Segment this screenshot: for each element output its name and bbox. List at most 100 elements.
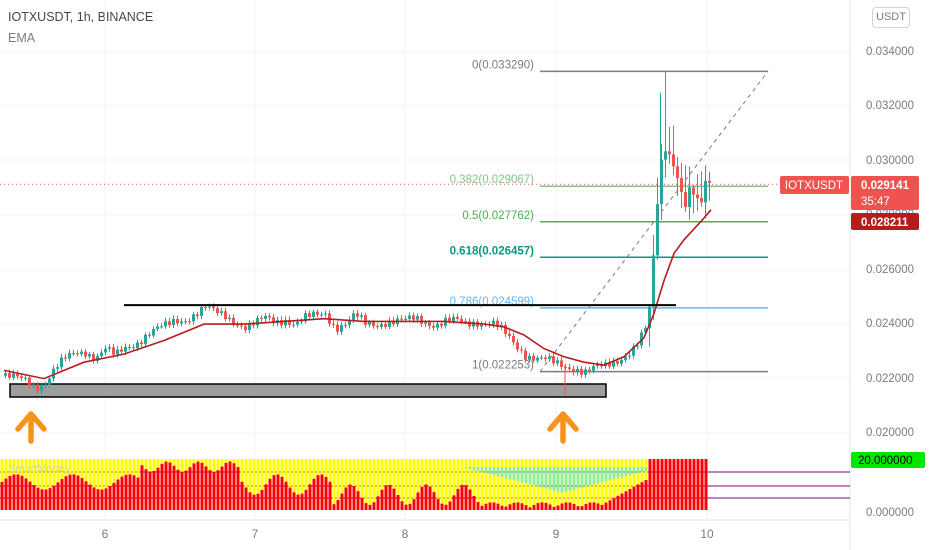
osc-bar-bg	[356, 459, 360, 510]
candle-body	[304, 313, 307, 322]
osc-bar-bg	[608, 459, 612, 510]
osc-bar-red	[620, 493, 624, 510]
osc-bar-bg	[400, 459, 404, 510]
candle-body	[320, 314, 323, 316]
candle-body	[400, 318, 403, 320]
osc-bar-red	[700, 459, 704, 510]
candle-body	[204, 306, 207, 308]
osc-bar-red	[188, 467, 192, 510]
osc-bar-bg	[248, 459, 252, 510]
osc-bar-bg	[448, 459, 452, 510]
candle-body	[628, 355, 631, 357]
osc-bar-bg	[364, 459, 368, 510]
osc-bar-green	[600, 467, 604, 483]
currency-button[interactable]: USDT	[872, 7, 910, 28]
candle-body	[56, 367, 59, 369]
candle-body	[152, 328, 155, 336]
osc-bar-bg	[44, 459, 48, 510]
candle-body	[312, 311, 315, 317]
osc-bar-bg	[52, 459, 56, 510]
candle-body	[84, 351, 87, 357]
osc-bar-green	[612, 467, 616, 480]
osc-bar-red	[336, 500, 340, 510]
osc-bar-green	[572, 467, 576, 490]
osc-bar-red	[424, 484, 428, 510]
candle-body	[176, 319, 179, 324]
osc-bar-green	[548, 467, 552, 490]
candle-body	[168, 321, 171, 326]
osc-bar-bg	[592, 459, 596, 510]
osc-bar-green	[644, 467, 648, 472]
osc-bar-bg	[32, 459, 36, 510]
candle-body	[292, 324, 295, 326]
candle-body	[324, 313, 327, 315]
osc-bar-red	[392, 488, 396, 510]
ema-value: 0.028211	[861, 217, 909, 229]
osc-bar-green	[596, 467, 600, 484]
osc-bar-red	[508, 504, 512, 510]
candle-body	[220, 311, 223, 314]
osc-bar-red	[0, 481, 4, 510]
osc-bar-red	[244, 487, 248, 510]
candle-body	[236, 324, 239, 326]
candle-body	[244, 326, 247, 331]
indicator-label[interactable]: EMA	[8, 31, 36, 45]
price-axis[interactable]: 0.0340000.0320000.0300000.0280000.026000…	[866, 46, 914, 519]
candle-body	[440, 323, 443, 326]
candle-body	[524, 350, 527, 360]
osc-bar-red	[560, 503, 564, 510]
candle-body	[208, 306, 211, 308]
candle-body	[336, 324, 339, 332]
osc-bar-bg	[464, 459, 468, 510]
osc-bar-bg	[336, 459, 340, 510]
osc-bar-green	[508, 467, 512, 480]
support-zone-rect	[9, 383, 607, 398]
osc-bar-red	[580, 506, 584, 510]
osc-bar-red	[468, 489, 472, 510]
osc-bar-bg	[332, 459, 336, 510]
candle-body	[332, 323, 335, 325]
osc-bar-green	[496, 467, 500, 477]
osc-bar-bg	[404, 459, 408, 510]
time-tick-label: 6	[102, 527, 109, 541]
candle-body	[316, 311, 319, 315]
osc-bar-bg	[520, 459, 524, 510]
candle-body	[88, 354, 91, 357]
candle-body	[508, 333, 511, 336]
osc-bar-green	[560, 467, 564, 493]
osc-bar-red	[144, 469, 148, 510]
osc-bar-red	[616, 495, 620, 510]
osc-bar-red	[476, 501, 480, 510]
osc-bar-red	[196, 461, 200, 510]
osc-bar-red	[260, 489, 264, 510]
price-tick-label: 0.000000	[866, 507, 914, 519]
candle-body	[196, 314, 199, 316]
osc-bar-red	[104, 488, 108, 510]
osc-bar-bg	[388, 459, 392, 510]
candle-body	[648, 306, 651, 329]
osc-bar-red	[132, 475, 136, 510]
osc-bar-red	[4, 478, 8, 510]
candle-body	[100, 352, 103, 357]
candle-body	[636, 345, 639, 347]
candle-body	[32, 384, 35, 386]
osc-bar-red	[592, 502, 596, 510]
candle-body	[120, 349, 123, 352]
time-axis[interactable]: 6 7 8 9 10	[102, 527, 714, 541]
osc-bar-red	[528, 507, 532, 510]
candle-body	[404, 318, 407, 320]
osc-bar-red	[364, 503, 368, 510]
osc-bar-red	[268, 478, 272, 510]
candle-body	[296, 321, 299, 325]
osc-bar-red	[208, 470, 212, 510]
candle-body	[40, 385, 43, 391]
candle-body	[388, 320, 391, 327]
candle-body	[668, 151, 671, 155]
osc-bar-red	[340, 493, 344, 510]
candle-body	[616, 361, 619, 364]
osc-bar-red	[288, 487, 292, 510]
osc-bar-red	[572, 503, 576, 510]
osc-bar-bg	[352, 459, 356, 510]
osc-bar-red	[140, 465, 144, 510]
